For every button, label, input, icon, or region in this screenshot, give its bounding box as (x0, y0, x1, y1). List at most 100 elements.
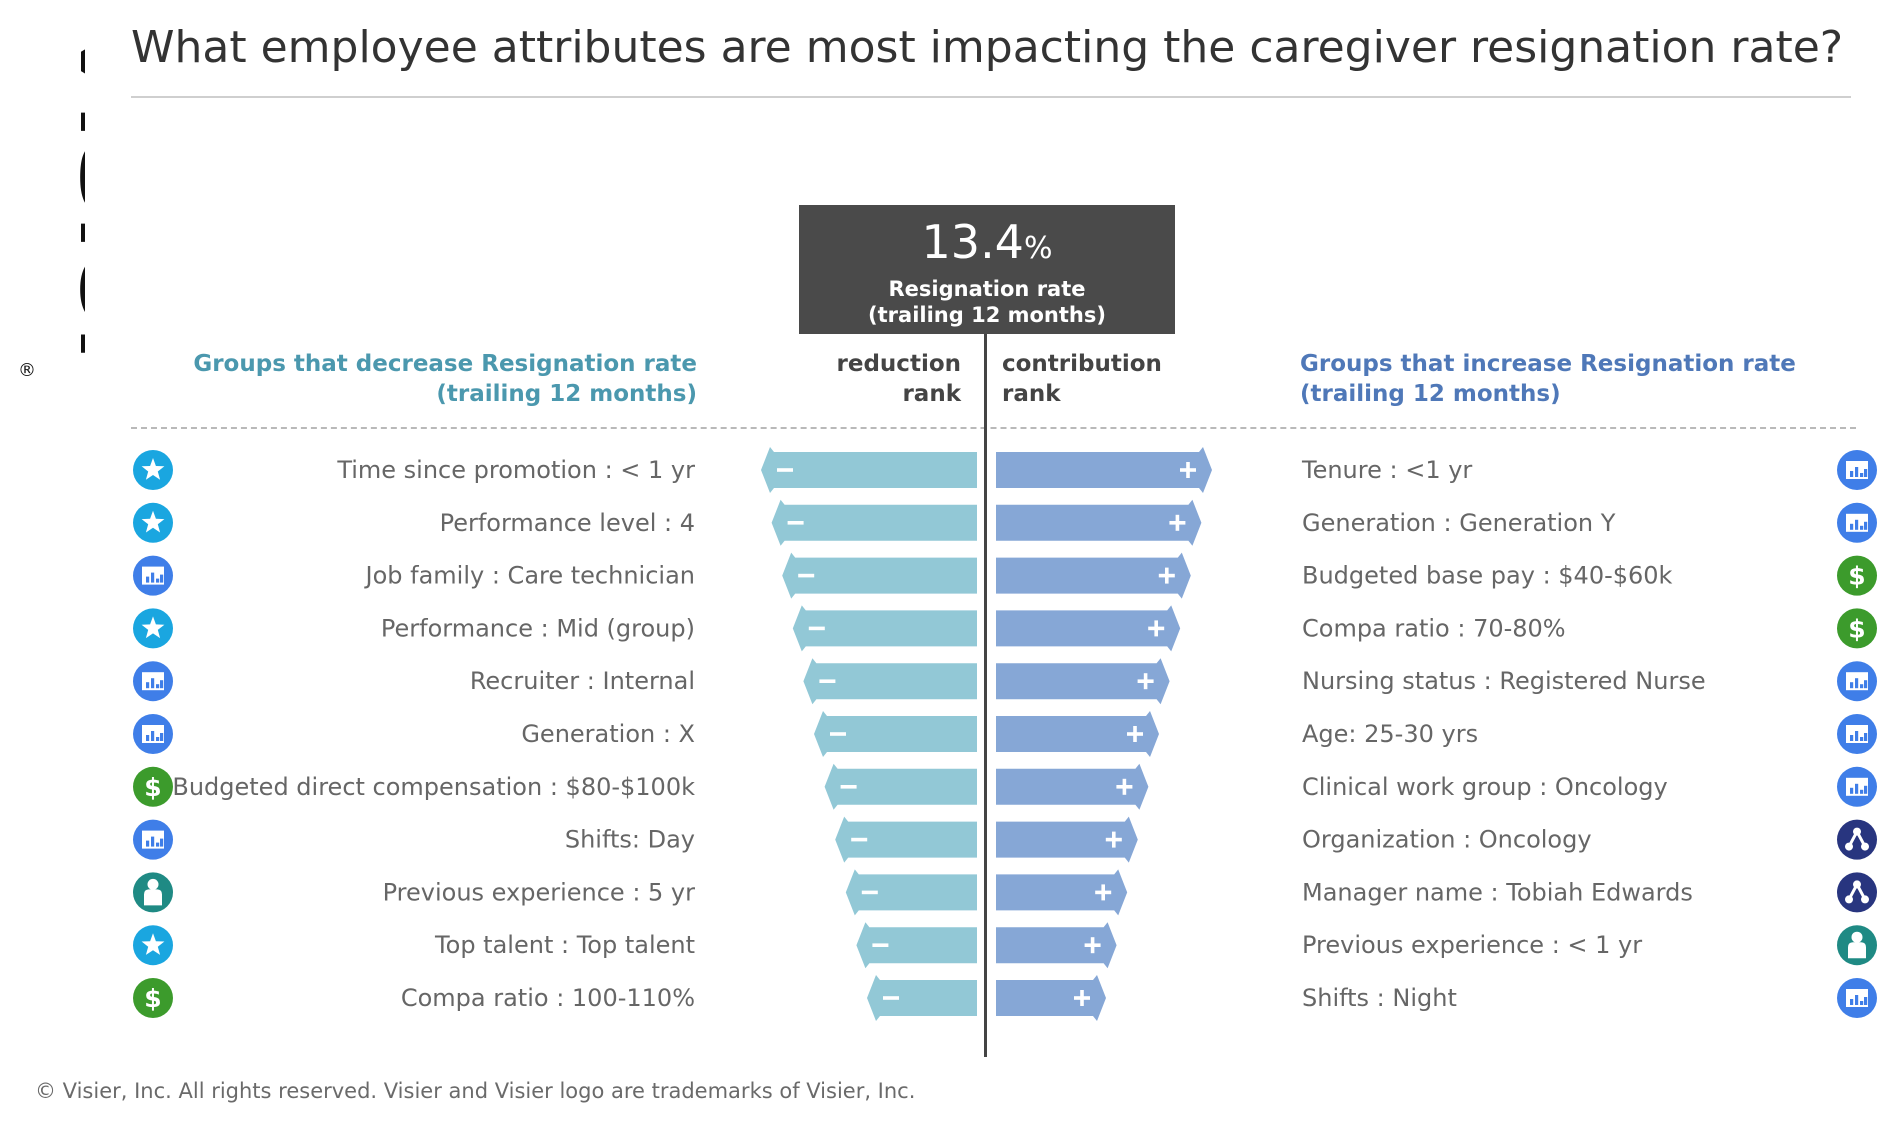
decrease-row: Compa ratio : 100-110% (401, 975, 977, 1021)
chart-icon (1837, 661, 1877, 702)
visier-logo: Visier (63, 17, 85, 377)
org-icon (1837, 819, 1877, 860)
plus-icon (1169, 514, 1186, 531)
plus-icon (1148, 620, 1165, 637)
increase-row: Budgeted base pay : $40-$60k (996, 552, 1673, 599)
plus-icon (1158, 567, 1175, 584)
minus-icon (819, 679, 836, 683)
decrease-attribute-label: Time since promotion : < 1 yr (336, 456, 695, 484)
increase-attribute-label: Age: 25-30 yrs (1302, 720, 1478, 748)
dollar-icon: $ (133, 978, 173, 1018)
minus-icon (798, 573, 815, 578)
contribution-header-line2: rank (1002, 381, 1061, 407)
kpi-value: 13.4% (799, 215, 1175, 276)
minus-icon (777, 468, 793, 472)
decrease-row: Generation : X (521, 711, 977, 757)
chart-icon (1837, 766, 1877, 807)
plus-icon (1095, 884, 1112, 901)
reduction-header-line1: reduction (836, 351, 961, 377)
minus-icon (883, 996, 899, 1000)
contribution-arrow (996, 975, 1106, 1021)
person-icon (1837, 925, 1877, 966)
plus-icon (1084, 937, 1101, 954)
minus-icon (808, 626, 825, 631)
decrease-header-line2: (trailing 12 months) (436, 381, 697, 407)
contribution-rank-header: contribution rank (1002, 349, 1162, 409)
decrease-row: Top talent : Top talent (434, 922, 977, 969)
contribution-arrow (996, 816, 1138, 863)
svg-text:$: $ (1848, 562, 1865, 591)
contribution-arrow (996, 711, 1159, 757)
decrease-attribute-label: Performance : Mid (group) (381, 614, 695, 642)
star-icon (133, 502, 173, 543)
decrease-attribute-label: Recruiter : Internal (470, 667, 695, 695)
kpi-box: 13.4% Resignation rate (trailing 12 mont… (799, 205, 1175, 334)
kpi-label-line2: (trailing 12 months) (868, 303, 1106, 327)
decrease-attribute-label: Previous experience : 5 yr (383, 878, 696, 906)
reduction-header-line2: rank (902, 381, 961, 407)
increase-attribute-label: Shifts : Night (1302, 984, 1457, 1012)
header-divider (131, 427, 1856, 429)
minus-icon (830, 732, 846, 736)
plus-icon (1074, 990, 1090, 1006)
copyright-footer: © Visier, Inc. All rights reserved. Visi… (35, 1079, 916, 1103)
plus-icon (1180, 462, 1196, 478)
increase-row: Organization : Oncology (996, 816, 1592, 863)
org-icon (1837, 872, 1877, 913)
decrease-attribute-label: Compa ratio : 100-110% (401, 984, 695, 1012)
contribution-arrow (996, 658, 1170, 705)
dollar-icon: $ (133, 766, 173, 807)
decrease-row: Previous experience : 5 yr (383, 869, 977, 916)
contribution-arrow (996, 922, 1117, 969)
increase-row: Manager name : Tobiah Edwards (996, 869, 1693, 916)
minus-icon (840, 785, 857, 789)
contribution-arrow (996, 605, 1181, 652)
increase-attribute-label: Compa ratio : 70-80% (1302, 614, 1566, 642)
chart-icon (1837, 978, 1877, 1018)
increase-attribute-label: Generation : Generation Y (1302, 509, 1616, 537)
decrease-row: Job family : Care technician (364, 552, 977, 599)
decrease-row: Performance : Mid (group) (381, 605, 977, 652)
increase-row: Shifts : Night (996, 975, 1457, 1021)
svg-text:$: $ (1848, 614, 1865, 643)
reduction-arrow (814, 711, 977, 757)
increase-row: Tenure : <1 yr (996, 447, 1472, 493)
page-title: What employee attributes are most impact… (131, 22, 1844, 73)
minus-icon (872, 943, 889, 947)
contribution-header-line1: contribution (1002, 351, 1162, 377)
reduction-arrow (835, 816, 977, 863)
plus-icon (1105, 831, 1122, 848)
increase-row: Clinical work group : Oncology (996, 763, 1668, 810)
star-icon (133, 608, 173, 649)
plus-icon (1127, 726, 1143, 742)
plus-icon (1137, 673, 1154, 690)
increase-attribute-label: Budgeted base pay : $40-$60k (1302, 562, 1673, 590)
contribution-arrow (996, 499, 1202, 546)
increase-row: Nursing status : Registered Nurse (996, 658, 1706, 705)
reduction-arrow (803, 658, 977, 705)
minus-icon (861, 890, 878, 895)
reduction-arrow (856, 922, 977, 969)
increase-row: Age: 25-30 yrs (996, 711, 1478, 757)
reduction-arrow (845, 869, 977, 916)
reduction-arrow (761, 447, 977, 493)
chart-icon (133, 714, 173, 754)
decrease-attribute-label: Top talent : Top talent (434, 931, 695, 959)
registered-mark: ® (18, 360, 36, 381)
increase-attribute-label: Clinical work group : Oncology (1302, 773, 1668, 801)
chart-icon (1837, 450, 1877, 490)
decrease-row: Budgeted direct compensation : $80-$100k (172, 763, 977, 810)
chart-icon (133, 661, 173, 702)
person-icon (133, 872, 173, 913)
increase-attribute-label: Manager name : Tobiah Edwards (1302, 878, 1693, 906)
increase-header-line1: Groups that increase Resignation rate (1300, 351, 1796, 377)
kpi-unit: % (1023, 231, 1053, 266)
chart-icon (1837, 714, 1877, 754)
title-divider (131, 96, 1851, 98)
increase-row: Previous experience : < 1 yr (996, 922, 1642, 969)
contribution-arrow (996, 447, 1212, 493)
decrease-attribute-label: Generation : X (521, 720, 695, 748)
star-icon (133, 450, 173, 490)
reduction-arrow (824, 763, 977, 810)
visier-logo-text: Visier (63, 17, 85, 377)
